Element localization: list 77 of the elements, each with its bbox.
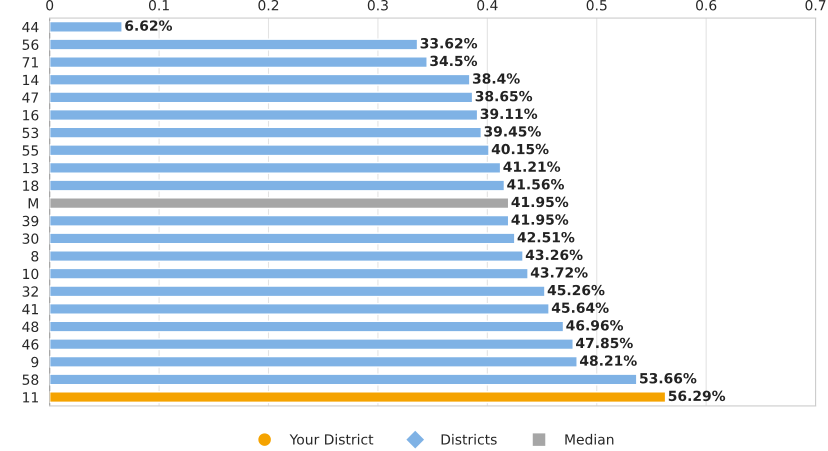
y-tick-label: 14 (23, 74, 38, 86)
text: 41.21% (503, 161, 560, 172)
y-tick-label: 18 (23, 180, 38, 191)
bar (50, 356, 578, 368)
bar (50, 180, 506, 192)
y-tick-label: 41 (22, 304, 38, 314)
text: 56.29% (668, 390, 726, 402)
y-tick-label: 44 (22, 22, 38, 32)
bar (50, 20, 123, 33)
legend-label: Districts (442, 434, 497, 445)
x-tick-label: 0.4 (477, 0, 498, 10)
bar (50, 250, 524, 262)
bar (50, 74, 471, 86)
y-tick-label: 16 (23, 110, 38, 120)
x-tick-label: 0.2 (258, 0, 278, 10)
y-tick-label: 71 (22, 57, 38, 68)
text: 42.51% (518, 232, 574, 242)
text: 38.4% (472, 73, 520, 84)
y-tick-label: M (28, 198, 38, 208)
bar (50, 391, 666, 404)
text: 48.21% (580, 355, 637, 366)
bar (50, 302, 550, 315)
y-tick-label: 53 (22, 128, 38, 138)
y-tick-label: 10 (23, 268, 38, 280)
text: 40.15% (492, 144, 549, 154)
bar (50, 162, 502, 174)
text: 53.66% (640, 372, 696, 384)
text: 46.96% (566, 320, 624, 331)
text: 41.95% (511, 196, 568, 208)
x-tick-label: 0 (46, 0, 54, 10)
y-tick-label: 32 (22, 286, 38, 297)
text: 43.72% (530, 267, 588, 278)
legend-label: Median (565, 434, 614, 445)
bar (50, 56, 428, 68)
bar (50, 268, 529, 280)
bar (50, 373, 638, 386)
text: 6.62% (125, 20, 172, 31)
bar (50, 320, 564, 333)
bar (50, 197, 510, 210)
text: 38.65% (476, 90, 532, 102)
bar (50, 232, 516, 244)
text: 33.62% (420, 38, 478, 49)
text: 45.64% (552, 302, 609, 313)
x-tick-label: 0.7 (805, 0, 826, 10)
text: 41.95% (511, 214, 568, 225)
bar (50, 109, 478, 121)
y-tick-label: 8 (31, 251, 38, 262)
x-tick-label: 0.5 (586, 0, 607, 10)
y-tick-label: 56 (22, 39, 38, 50)
text: 47.85% (576, 338, 633, 348)
y-tick-label: 39 (22, 216, 38, 226)
bar (50, 91, 474, 104)
bar (50, 338, 574, 350)
bar (50, 38, 418, 50)
y-tick-label: 58 (22, 374, 38, 385)
y-tick-label: 30 (22, 233, 38, 244)
legend-label: Your District (290, 434, 374, 445)
bar (50, 285, 546, 298)
x-tick-label: 0.3 (368, 0, 388, 10)
text: 45.26% (548, 284, 604, 296)
bar (50, 126, 482, 139)
y-tick-label: 11 (23, 392, 38, 402)
y-tick-label: 48 (22, 322, 38, 332)
x-tick-label: 0.6 (696, 0, 716, 10)
y-tick-label: 46 (22, 339, 38, 350)
text: 43.26% (526, 250, 583, 260)
bar (50, 214, 510, 227)
text: 39.11% (480, 108, 538, 120)
y-tick-label: 55 (22, 145, 38, 156)
y-tick-label: 9 (31, 356, 38, 368)
x-tick-label: 0.1 (148, 0, 169, 10)
text: 41.56% (507, 179, 564, 190)
text: 34.5% (430, 56, 478, 66)
y-tick-label: 13 (23, 162, 38, 174)
bar (50, 144, 490, 156)
text: 39.45% (484, 126, 541, 137)
y-tick-label: 47 (22, 92, 38, 103)
